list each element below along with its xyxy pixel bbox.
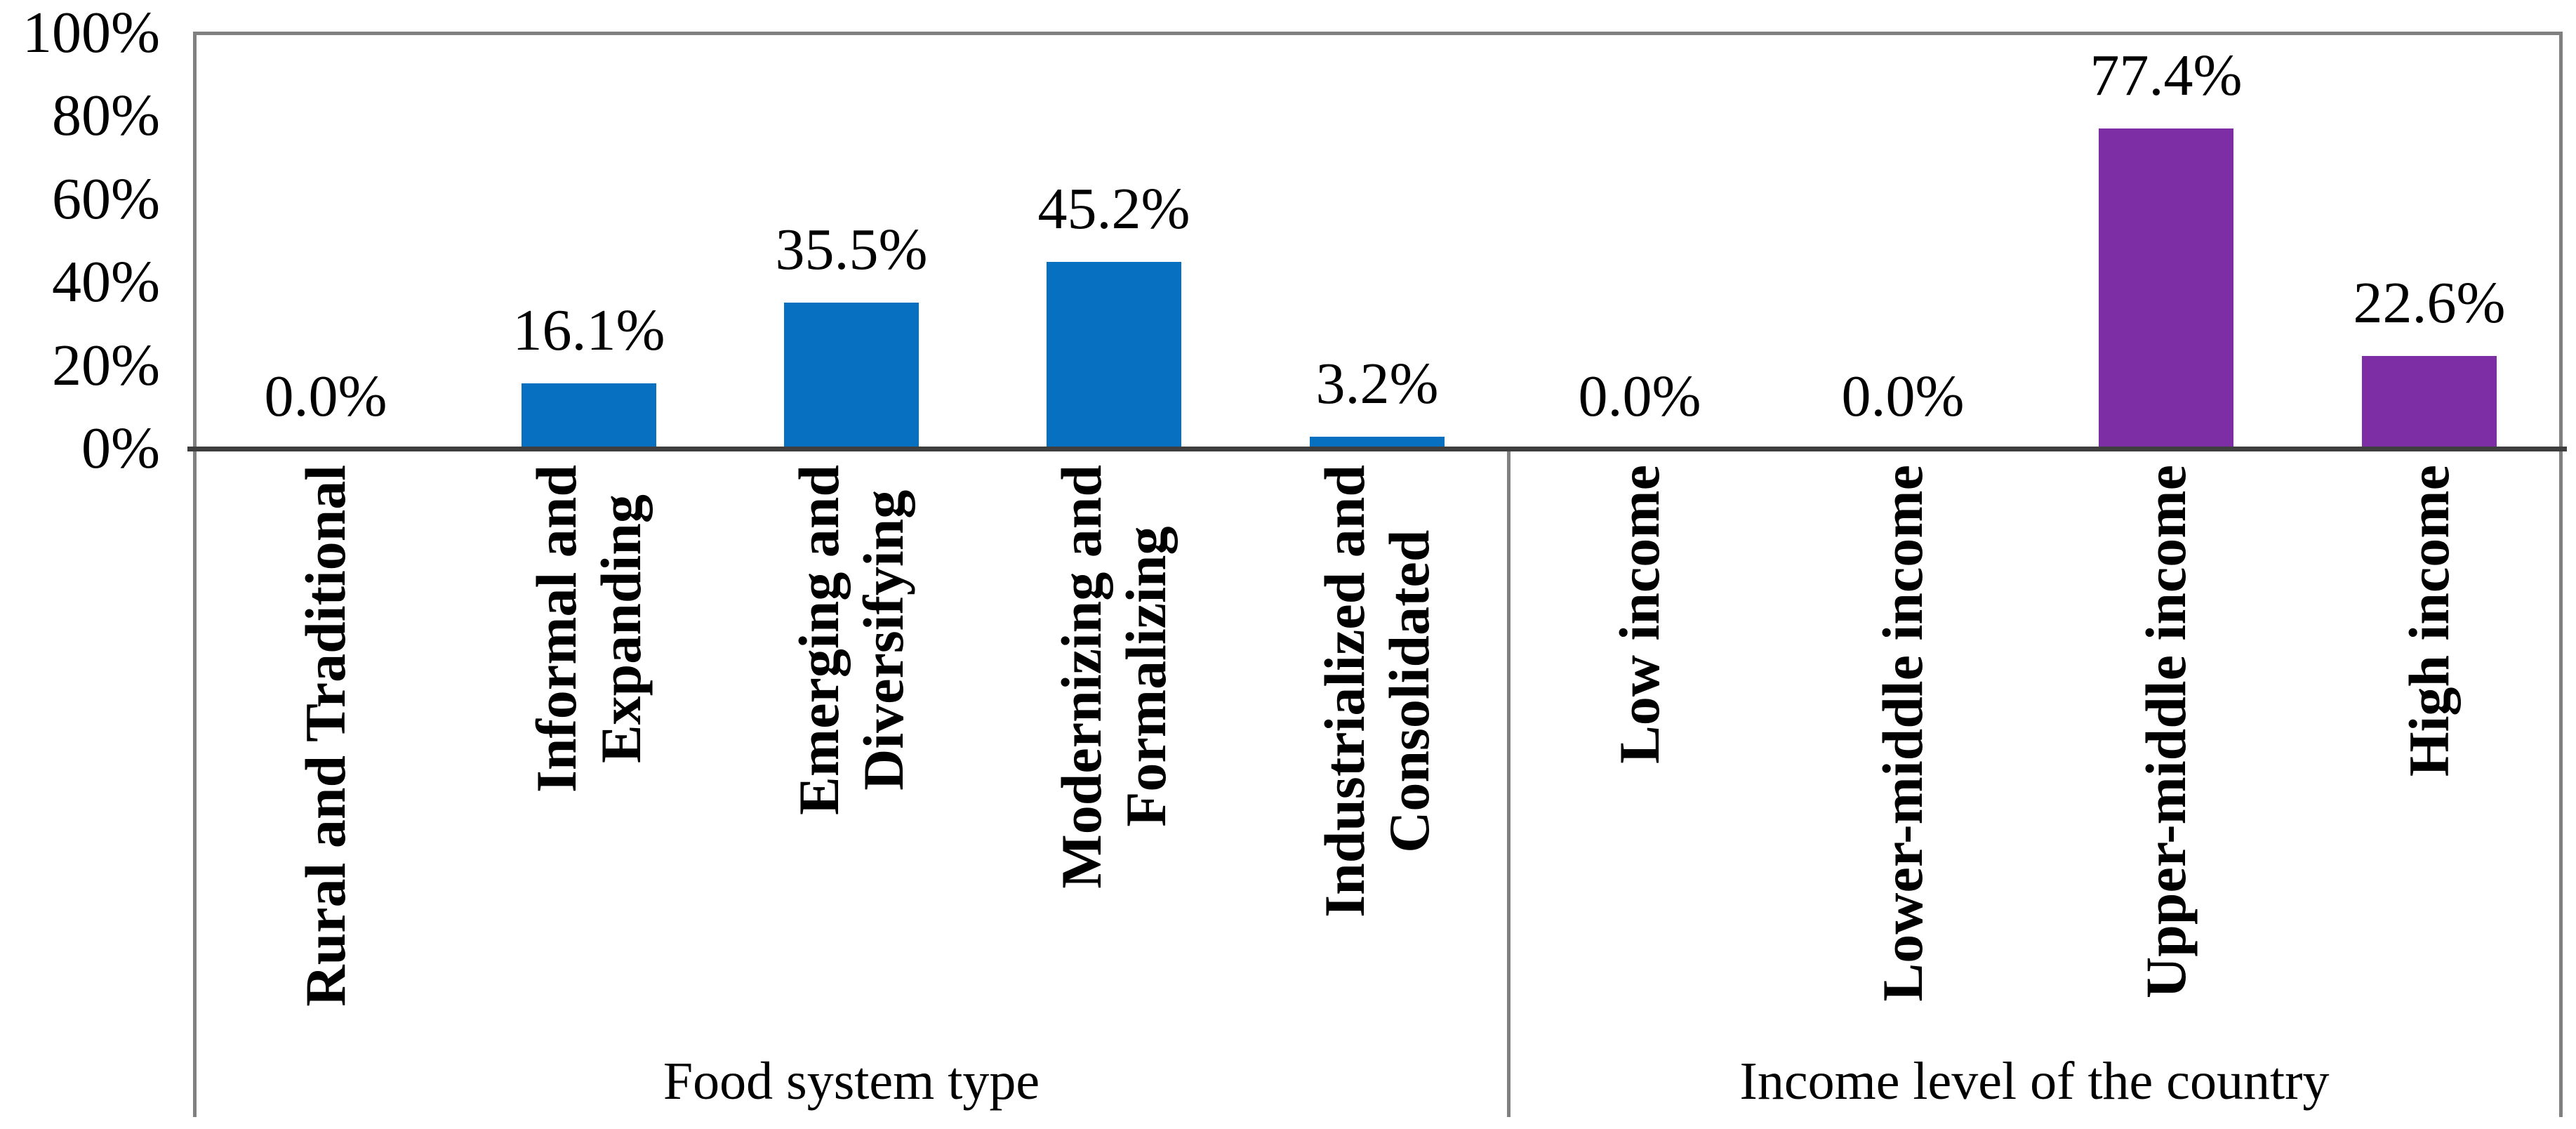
category-label: Lower-middle income: [1798, 465, 2008, 1017]
category-label-text: Upper-middle income: [2134, 465, 2198, 998]
plot-border-right: [2559, 32, 2563, 1117]
bar-value-label: 35.5%: [775, 217, 928, 282]
category-label-text: Informal and Expanding: [524, 465, 653, 793]
y-axis-tick-label: 0%: [81, 416, 160, 481]
category-label: Modernizing and Formalizing: [1009, 465, 1219, 1017]
bar-value-label: 0.0%: [1841, 364, 1965, 429]
category-label: Upper-middle income: [2061, 465, 2271, 1017]
plot-border-top: [193, 32, 2563, 35]
y-axis-tick-label: 20%: [52, 333, 160, 398]
group-label-income-level: Income level of the country: [1739, 1052, 2330, 1111]
y-axis-tick-label: 100%: [22, 0, 160, 65]
x-axis-line: [187, 447, 2567, 451]
y-axis-tick-label: 80%: [52, 83, 160, 148]
category-group-divider: [1507, 449, 1511, 1117]
category-label-text: Lower-middle income: [1871, 465, 1934, 1002]
category-label: Emerging and Diversifying: [746, 465, 957, 1017]
category-label: Industrialized and Consolidated: [1272, 465, 1482, 1017]
category-label: Informal and Expanding: [484, 465, 694, 1017]
category-label-text: Modernizing and Formalizing: [1049, 465, 1178, 889]
bar: [2099, 128, 2233, 450]
bar-value-label: 0.0%: [264, 364, 387, 429]
category-label: Rural and Traditional: [220, 465, 431, 1017]
bar-value-label: 22.6%: [2353, 270, 2506, 336]
y-axis-tick-label: 60%: [52, 166, 160, 232]
y-axis-tick-label: 40%: [52, 249, 160, 315]
bar: [1047, 262, 1181, 450]
group-label-food-system-type: Food system type: [663, 1052, 1040, 1111]
bar: [2362, 356, 2497, 450]
category-label-text: High income: [2397, 465, 2461, 777]
category-label-text: Rural and Traditional: [293, 465, 357, 1007]
plot-border-left: [193, 32, 197, 1117]
bar-value-label: 77.4%: [2090, 43, 2243, 108]
bar: [522, 383, 656, 450]
bar-value-label: 3.2%: [1315, 351, 1439, 416]
bar-value-label: 45.2%: [1037, 176, 1190, 242]
category-label: High income: [2324, 465, 2535, 1017]
bar: [784, 302, 919, 450]
category-label-text: Emerging and Diversifying: [787, 465, 915, 815]
category-label-text: Low income: [1607, 465, 1671, 764]
bar-value-label: 16.1%: [512, 298, 665, 363]
bar-value-label: 0.0%: [1578, 364, 1701, 429]
category-label: Low income: [1534, 465, 1745, 1017]
category-label-text: Industrialized and Consolidated: [1313, 465, 1441, 918]
